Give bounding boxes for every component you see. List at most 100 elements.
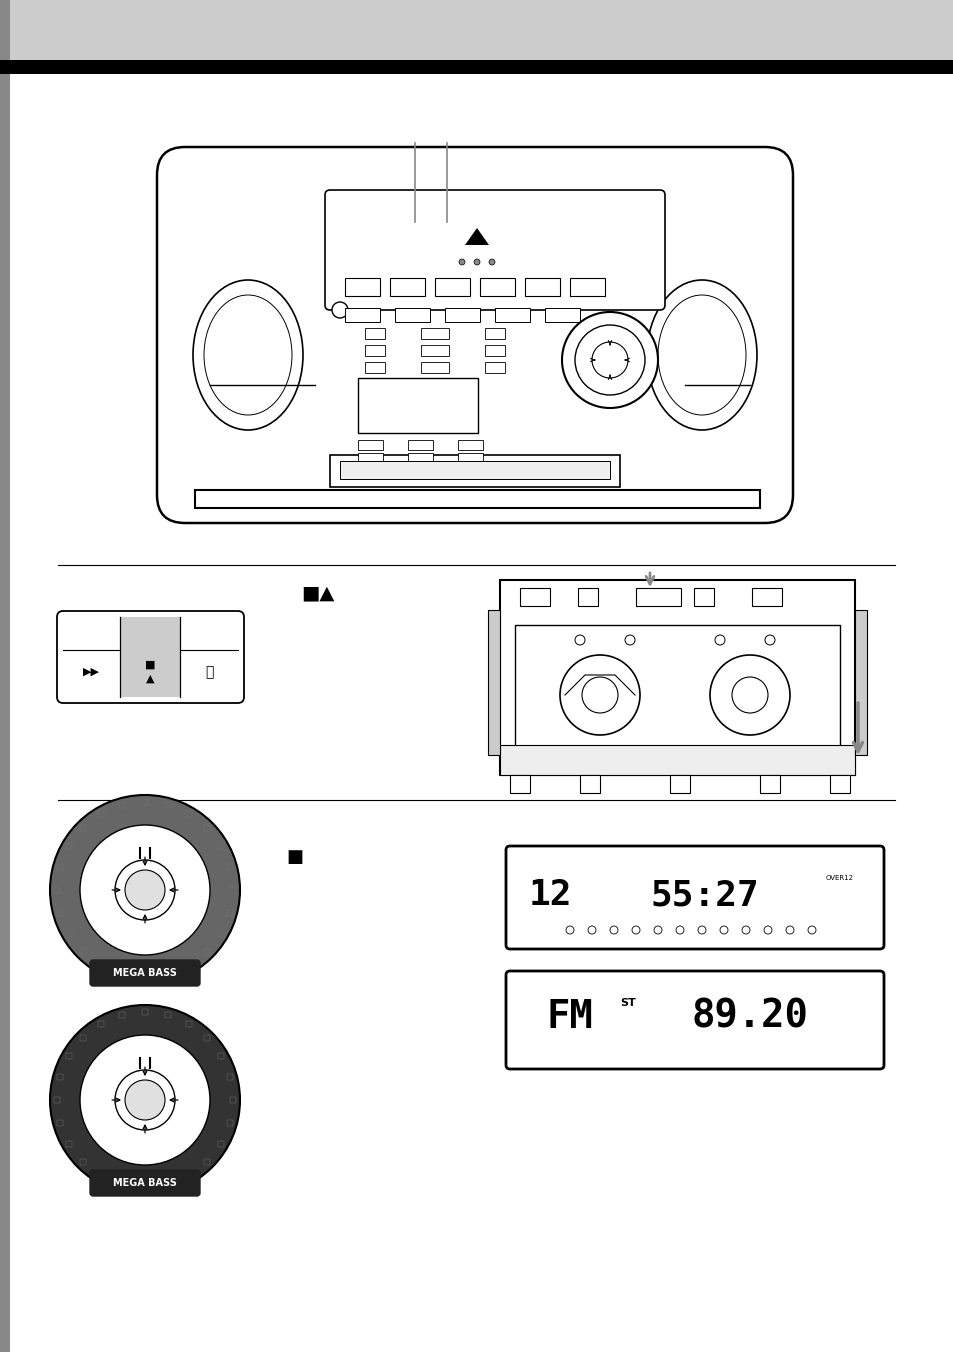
Bar <box>119 1013 125 1018</box>
Bar <box>57 1119 63 1126</box>
Circle shape <box>807 926 815 934</box>
Circle shape <box>720 926 727 934</box>
Bar <box>227 864 233 871</box>
Circle shape <box>115 860 174 919</box>
Text: ST: ST <box>619 998 636 1009</box>
Circle shape <box>80 825 210 955</box>
Circle shape <box>764 635 774 645</box>
Ellipse shape <box>658 295 745 415</box>
Circle shape <box>575 635 584 645</box>
Text: ■: ■ <box>145 660 155 671</box>
Bar <box>339 461 609 479</box>
Bar <box>357 379 477 433</box>
Bar <box>186 1021 192 1026</box>
Bar <box>365 362 385 373</box>
Bar <box>142 799 148 804</box>
FancyBboxPatch shape <box>505 846 883 949</box>
Bar <box>204 825 210 830</box>
Circle shape <box>741 926 749 934</box>
Bar <box>420 345 449 356</box>
Circle shape <box>565 926 574 934</box>
Bar <box>119 1182 125 1188</box>
Text: FM: FM <box>546 998 593 1036</box>
Bar <box>54 887 60 894</box>
Bar <box>484 329 504 339</box>
Circle shape <box>785 926 793 934</box>
Bar <box>119 972 125 977</box>
Bar <box>230 1096 235 1103</box>
Bar <box>495 308 530 322</box>
Circle shape <box>125 869 165 910</box>
FancyBboxPatch shape <box>90 960 200 986</box>
Bar <box>519 588 550 606</box>
FancyBboxPatch shape <box>57 611 244 703</box>
Bar <box>186 963 192 969</box>
Text: OVER12: OVER12 <box>825 875 853 882</box>
FancyBboxPatch shape <box>325 191 664 310</box>
Circle shape <box>575 324 644 395</box>
Bar <box>218 932 224 937</box>
Bar <box>395 308 430 322</box>
Bar <box>98 963 104 969</box>
Bar <box>365 329 385 339</box>
Bar <box>142 975 148 982</box>
Bar <box>98 811 104 817</box>
Bar <box>119 802 125 808</box>
Bar <box>230 887 235 894</box>
Bar <box>165 1182 171 1188</box>
Circle shape <box>115 1069 174 1130</box>
Bar <box>488 610 499 754</box>
Bar <box>357 453 382 462</box>
Bar <box>669 775 689 794</box>
Bar <box>0 59 953 74</box>
Circle shape <box>559 654 639 735</box>
Text: ■▲: ■▲ <box>301 584 335 603</box>
Bar <box>120 617 180 650</box>
Bar <box>66 1053 71 1059</box>
Bar <box>544 308 579 322</box>
Ellipse shape <box>646 280 757 430</box>
Bar <box>194 489 760 508</box>
Circle shape <box>474 260 479 265</box>
Bar <box>0 0 10 1352</box>
Bar <box>408 439 433 450</box>
Bar <box>829 775 849 794</box>
Circle shape <box>458 260 464 265</box>
Bar <box>227 1075 233 1080</box>
Text: ⏸: ⏸ <box>205 665 213 679</box>
Bar <box>204 1159 210 1165</box>
Bar <box>390 279 424 296</box>
Bar <box>80 1034 86 1041</box>
Circle shape <box>624 635 635 645</box>
Bar <box>510 775 530 794</box>
Circle shape <box>50 1005 240 1195</box>
Bar <box>499 745 854 775</box>
Bar <box>80 825 86 830</box>
Bar <box>854 610 866 754</box>
Bar <box>120 650 180 698</box>
Bar <box>227 1119 233 1126</box>
Bar <box>57 1075 63 1080</box>
Bar <box>444 308 479 322</box>
Bar <box>330 456 619 487</box>
Circle shape <box>763 926 771 934</box>
Bar <box>457 453 482 462</box>
Bar <box>98 1174 104 1179</box>
Text: ■: ■ <box>286 848 303 867</box>
Circle shape <box>80 1036 210 1165</box>
Circle shape <box>50 795 240 986</box>
Bar <box>57 910 63 915</box>
Bar <box>636 588 680 606</box>
Bar <box>357 439 382 450</box>
Bar <box>66 932 71 937</box>
FancyBboxPatch shape <box>90 1169 200 1197</box>
Bar <box>484 362 504 373</box>
Text: 12: 12 <box>528 877 571 913</box>
Circle shape <box>731 677 767 713</box>
Circle shape <box>592 342 627 379</box>
Text: MEGA BASS: MEGA BASS <box>113 968 176 977</box>
Bar <box>165 972 171 977</box>
Circle shape <box>489 260 495 265</box>
Bar <box>579 775 599 794</box>
Circle shape <box>698 926 705 934</box>
